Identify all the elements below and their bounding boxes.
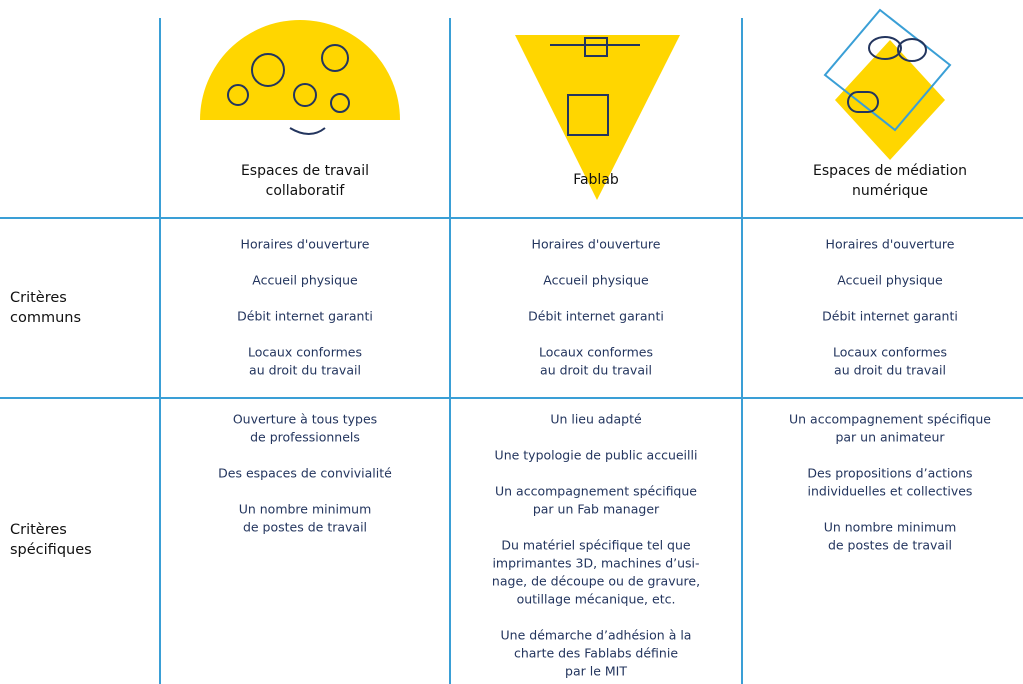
icon-gear [321, 44, 349, 72]
icon-background [515, 35, 680, 200]
criterion: de postes de travail [828, 538, 952, 553]
criterion: Locaux conformes [833, 345, 947, 360]
icon-frame [823, 8, 952, 132]
icon-cloud [897, 38, 927, 62]
criterion: outillage mécanique, etc. [517, 592, 676, 607]
criterion: par un Fab manager [533, 502, 660, 517]
icon-bulb [251, 53, 285, 87]
criterion: de professionnels [250, 430, 360, 445]
column-title: Fablab [573, 172, 619, 188]
icon-gear [293, 83, 317, 107]
criterion: Débit internet garanti [528, 309, 664, 324]
column-title: collaboratif [266, 183, 346, 199]
criterion: Débit internet garanti [822, 309, 958, 324]
criterion: Un accompagnement spécifique [495, 484, 697, 499]
criterion: individuelles et collectives [808, 484, 973, 499]
icons [200, 8, 952, 200]
criterion: au droit du travail [540, 363, 652, 378]
criterion: au droit du travail [249, 363, 361, 378]
criterion: Locaux conformes [539, 345, 653, 360]
row-label: Critères [10, 522, 67, 538]
criterion: de postes de travail [243, 520, 367, 535]
row-label: Critères [10, 290, 67, 306]
criterion: par le MIT [565, 664, 627, 679]
criterion: Horaires d'ouverture [241, 237, 370, 252]
icon-person [227, 84, 249, 106]
criterion: Locaux conformes [248, 345, 362, 360]
criterion: Un nombre minimum [824, 520, 957, 535]
row-label: communs [10, 310, 81, 326]
criterion: Accueil physique [252, 273, 358, 288]
icon-background [835, 40, 945, 160]
icon-background [200, 20, 400, 120]
column-title: Espaces de médiation [813, 163, 967, 179]
criterion: au droit du travail [834, 363, 946, 378]
criterion: Débit internet garanti [237, 309, 373, 324]
row-label: spécifiques [10, 542, 92, 558]
criterion: Ouverture à tous types [233, 412, 377, 427]
criterion: charte des Fablabs définie [514, 646, 678, 661]
criterion: Un accompagnement spécifique [789, 412, 991, 427]
criterion: Horaires d'ouverture [532, 237, 661, 252]
criterion: par un animateur [835, 430, 945, 445]
column-title: Espaces de travail [241, 163, 369, 179]
criterion: Un lieu adapté [550, 412, 642, 427]
criterion: nage, de découpe ou de gravure, [492, 574, 700, 589]
criterion: Une démarche d’adhésion à la [501, 628, 692, 643]
icon-cloud [868, 36, 902, 60]
criterion: imprimantes 3D, machines d’usi- [492, 556, 699, 571]
criterion: Horaires d'ouverture [826, 237, 955, 252]
icon-person [330, 93, 350, 113]
criterion: Accueil physique [837, 273, 943, 288]
criterion: Des propositions d’actions [807, 466, 972, 481]
icon-bubble [847, 91, 879, 113]
criterion: Un nombre minimum [239, 502, 372, 517]
criterion: Accueil physique [543, 273, 649, 288]
criterion: Des espaces de convivialité [218, 466, 392, 481]
icon-box [567, 94, 609, 136]
icon-printer [584, 37, 608, 57]
column-title: numérique [852, 183, 928, 199]
criterion: Du matériel spécifique tel que [501, 538, 690, 553]
icon-link [289, 127, 326, 135]
criterion: Une typologie de public accueilli [495, 448, 698, 463]
